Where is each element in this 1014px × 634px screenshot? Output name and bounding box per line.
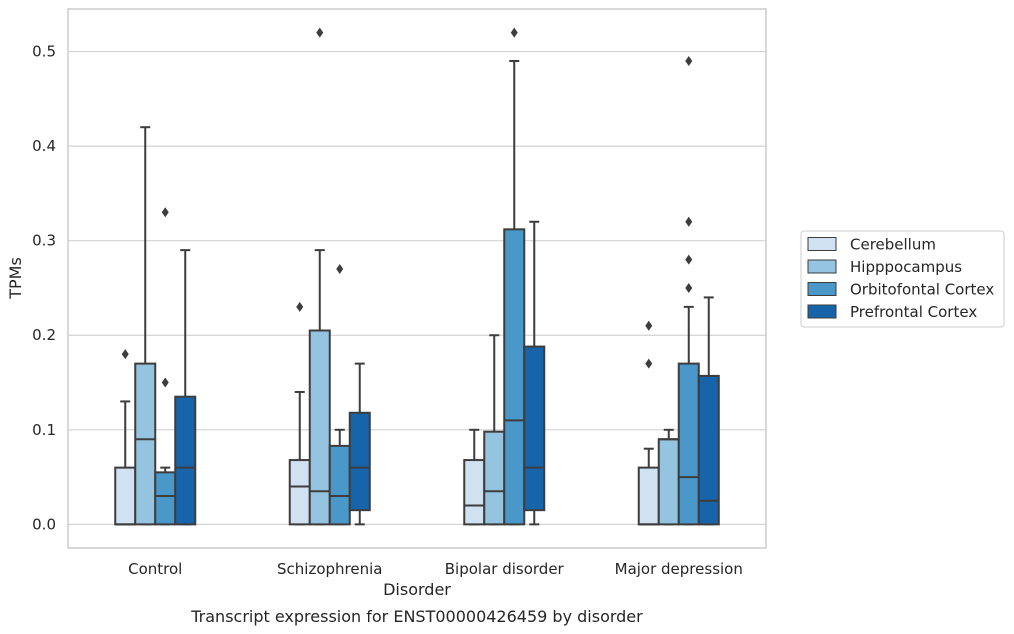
outlier-point <box>161 207 169 218</box>
legend-swatch <box>807 259 837 274</box>
box-0-3 <box>174 249 197 526</box>
iqr-box <box>114 466 137 526</box>
outlier-point <box>685 254 693 265</box>
outlier-point <box>336 264 344 275</box>
box-1-1 <box>308 27 331 526</box>
legend-label: Orbitofontal Cortex <box>850 281 994 299</box>
legend: Cerebellum Hipppocampus Orbitofontal Corte… <box>800 230 1005 328</box>
legend-swatch <box>807 282 837 296</box>
outlier-point <box>510 27 518 38</box>
outlier-point <box>296 301 304 312</box>
box-2-2 <box>503 27 526 526</box>
plot-area-frame <box>67 8 767 549</box>
box-1-0 <box>288 301 311 526</box>
outlier-point <box>685 282 693 293</box>
outlier-point <box>685 216 693 227</box>
outlier-point <box>316 27 324 38</box>
y-tick-labels: 0.0 0.1 0.2 0.3 0.4 0.5 <box>32 43 56 534</box>
box-2-3 <box>523 220 546 526</box>
box-1-2 <box>328 264 351 526</box>
legend-swatch <box>807 304 837 319</box>
y-tick-label: 0.3 <box>32 232 56 250</box>
x-tick-label: Major depression <box>615 560 743 578</box>
iqr-box <box>483 430 506 526</box>
box-3-2 <box>677 56 700 526</box>
legend-label: Prefrontal Cortex <box>850 303 977 321</box>
outlier-point <box>121 349 129 360</box>
iqr-box <box>328 444 351 526</box>
iqr-box <box>154 471 177 526</box>
x-tick-labels: Control Schizophrenia Bipolar disorder Majo… <box>128 560 743 578</box>
box-3-3 <box>697 296 720 526</box>
iqr-box <box>523 345 546 512</box>
iqr-box <box>503 228 526 526</box>
legend-frame <box>800 230 1005 328</box>
iqr-box <box>637 466 660 526</box>
y-axis-label: TPMs <box>6 257 25 300</box>
box-0-2 <box>154 207 177 526</box>
box-2-1 <box>483 334 506 526</box>
box-3-1 <box>657 428 680 526</box>
outlier-point <box>161 377 169 388</box>
outlier-point <box>645 358 653 369</box>
iqr-box <box>134 362 157 526</box>
x-tick-label: Bipolar disorder <box>445 560 565 578</box>
iqr-box <box>288 459 311 526</box>
iqr-box <box>348 411 371 512</box>
iqr-box <box>657 438 680 526</box>
iqr-box <box>308 329 331 526</box>
x-tick-label: Schizophrenia <box>277 560 382 578</box>
box-1-3 <box>348 362 371 526</box>
x-axis-label: Disorder <box>383 580 451 599</box>
y-tick-label: 0.1 <box>32 421 56 439</box>
box-2-0 <box>463 428 486 526</box>
iqr-box <box>697 374 720 526</box>
y-tick-label: 0.4 <box>32 137 56 155</box>
box-plot-marks <box>114 27 720 526</box>
iqr-box <box>174 395 197 526</box>
legend-label: Cerebellum <box>850 236 936 254</box>
outlier-point <box>645 320 653 331</box>
legend-label: Hipppocampus <box>850 258 962 276</box>
outlier-point <box>685 56 693 67</box>
box-0-1 <box>134 126 157 526</box>
y-tick-label: 0.2 <box>32 326 56 344</box>
y-tick-label: 0.5 <box>32 43 56 61</box>
iqr-box <box>463 459 486 526</box>
y-tick-label: 0.0 <box>32 515 56 533</box>
iqr-box <box>677 362 700 526</box>
box-0-0 <box>114 349 137 526</box>
figure-caption: Transcript expression for ENST0000042645… <box>190 607 643 626</box>
x-tick-label: Control <box>128 560 182 578</box>
box-3-0 <box>637 320 660 526</box>
legend-swatch <box>807 237 837 251</box>
